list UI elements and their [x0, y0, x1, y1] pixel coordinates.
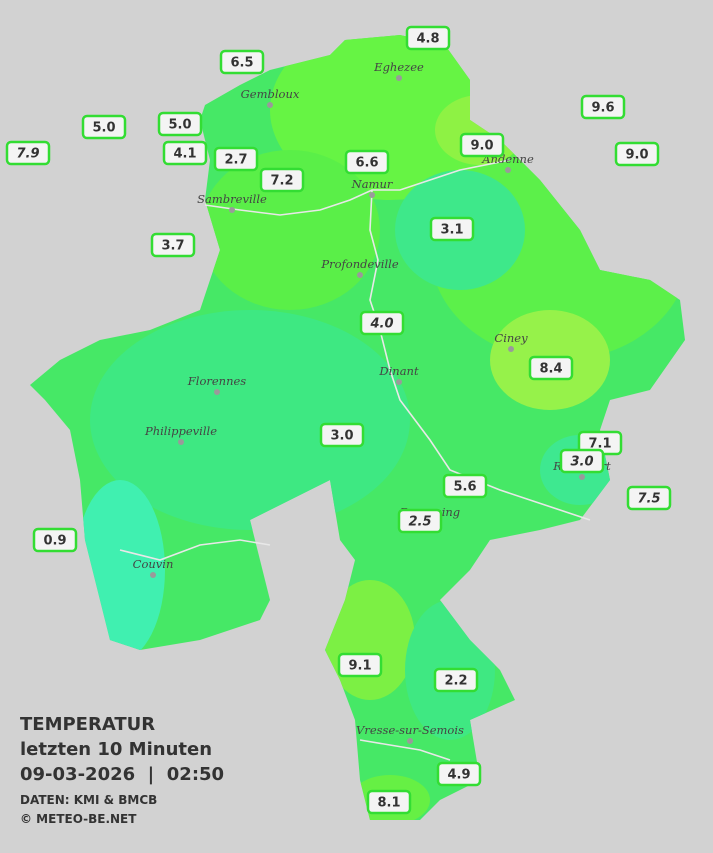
station-box: [219, 49, 265, 75]
legend-period: letzten 10 Minuten: [20, 739, 212, 760]
station-box: [459, 132, 505, 158]
station-value: 4.1: [173, 147, 196, 162]
town-label: Eghezee: [373, 60, 424, 74]
station-box: [429, 216, 475, 242]
town-dot: [508, 346, 514, 352]
town-dot: [396, 75, 402, 81]
station-value: 9.1: [348, 659, 371, 674]
legend-datetime: 09-03-2026 | 02:50: [20, 764, 224, 785]
station-value: 9.0: [470, 139, 493, 154]
station-value: 6.6: [355, 156, 378, 171]
town-label: Gembloux: [241, 87, 300, 101]
station-box: [259, 167, 305, 193]
town-label: Dinant: [378, 364, 419, 378]
station-box: [162, 140, 208, 166]
station-box: [397, 508, 443, 534]
station-box: [433, 667, 479, 693]
town-label: Couvin: [133, 557, 174, 571]
station-value: 5.6: [453, 480, 476, 495]
rivers: [119, 159, 591, 761]
town-dot: [357, 272, 363, 278]
station-value: 3.0: [330, 429, 353, 444]
station-box: [32, 527, 78, 553]
station-value: 9.0: [625, 148, 648, 163]
station-box: [366, 789, 412, 815]
town-dot: [214, 389, 220, 395]
town-label: Sambreville: [197, 192, 267, 206]
station-box: [405, 25, 451, 51]
station-box: [359, 310, 405, 336]
station-box: [528, 355, 574, 381]
station-box: [626, 485, 672, 511]
station-value: 7.5: [637, 492, 660, 507]
town-dot: [267, 102, 273, 108]
legend: TEMPERATUR letzten 10 Minuten 09-03-2026…: [20, 714, 224, 826]
station-value: 0.9: [43, 534, 66, 549]
station-box: [157, 111, 203, 137]
station-value: 3.0: [570, 455, 593, 470]
town-label: Ciney: [494, 331, 528, 345]
town-dot: [407, 738, 413, 744]
town-label: Namur: [351, 177, 394, 191]
station-value: 4.0: [369, 317, 393, 332]
legend-title: TEMPERATUR: [20, 714, 155, 735]
town-dot: [396, 379, 402, 385]
station-box: [559, 448, 605, 474]
town-dot: [505, 167, 511, 173]
station-box: [614, 141, 660, 167]
town-label: Profondeville: [320, 257, 398, 271]
station-value: 8.1: [377, 796, 400, 811]
town-dot: [369, 192, 375, 198]
station-box: [436, 761, 482, 787]
town-dot: [178, 439, 184, 445]
station-value: 6.5: [230, 56, 253, 71]
station-value: 3.7: [161, 239, 184, 254]
station-box: [213, 146, 259, 172]
station-value: 7.2: [270, 174, 293, 189]
station-value: 9.6: [591, 101, 614, 116]
station-box: [319, 422, 365, 448]
town-dot: [579, 474, 585, 480]
station-box: [81, 114, 127, 140]
station-value: 3.1: [440, 223, 463, 238]
station-box: [344, 149, 390, 175]
town-label: Philippeville: [144, 424, 217, 438]
town-dot: [150, 572, 156, 578]
station-value: 4.8: [416, 32, 439, 47]
town-dot: [229, 207, 235, 213]
station-box: [442, 473, 488, 499]
town-label: Florennes: [187, 374, 247, 388]
legend-source: DATEN: KMI & BMCB: [20, 793, 157, 807]
legend-copyright: © METEO-BE.NET: [20, 812, 137, 826]
station-box: [580, 94, 626, 120]
town-label: Vresse-sur-Semois: [356, 723, 464, 737]
stations: 4.8 6.5 9.6 5.0 5.0 7.9 4.1 2.7 9.0 9.0 6.6 7.2 3.1 3…: [5, 25, 672, 815]
station-value: 7.1: [588, 437, 611, 452]
station-value: 2.7: [224, 153, 247, 168]
station-value: 4.9: [447, 768, 470, 783]
station-value: 2.2: [444, 674, 467, 689]
station-box: [337, 652, 383, 678]
station-value: 5.0: [92, 121, 115, 136]
towns: EghezeeGemblouxAndenneNamurSambrevillePr…: [133, 60, 611, 744]
station-value: 8.4: [539, 362, 562, 377]
station-box: [5, 140, 51, 166]
station-value: 2.5: [408, 515, 431, 530]
station-value: 7.9: [16, 147, 39, 162]
station-value: 5.0: [168, 118, 191, 133]
station-box: [150, 232, 196, 258]
